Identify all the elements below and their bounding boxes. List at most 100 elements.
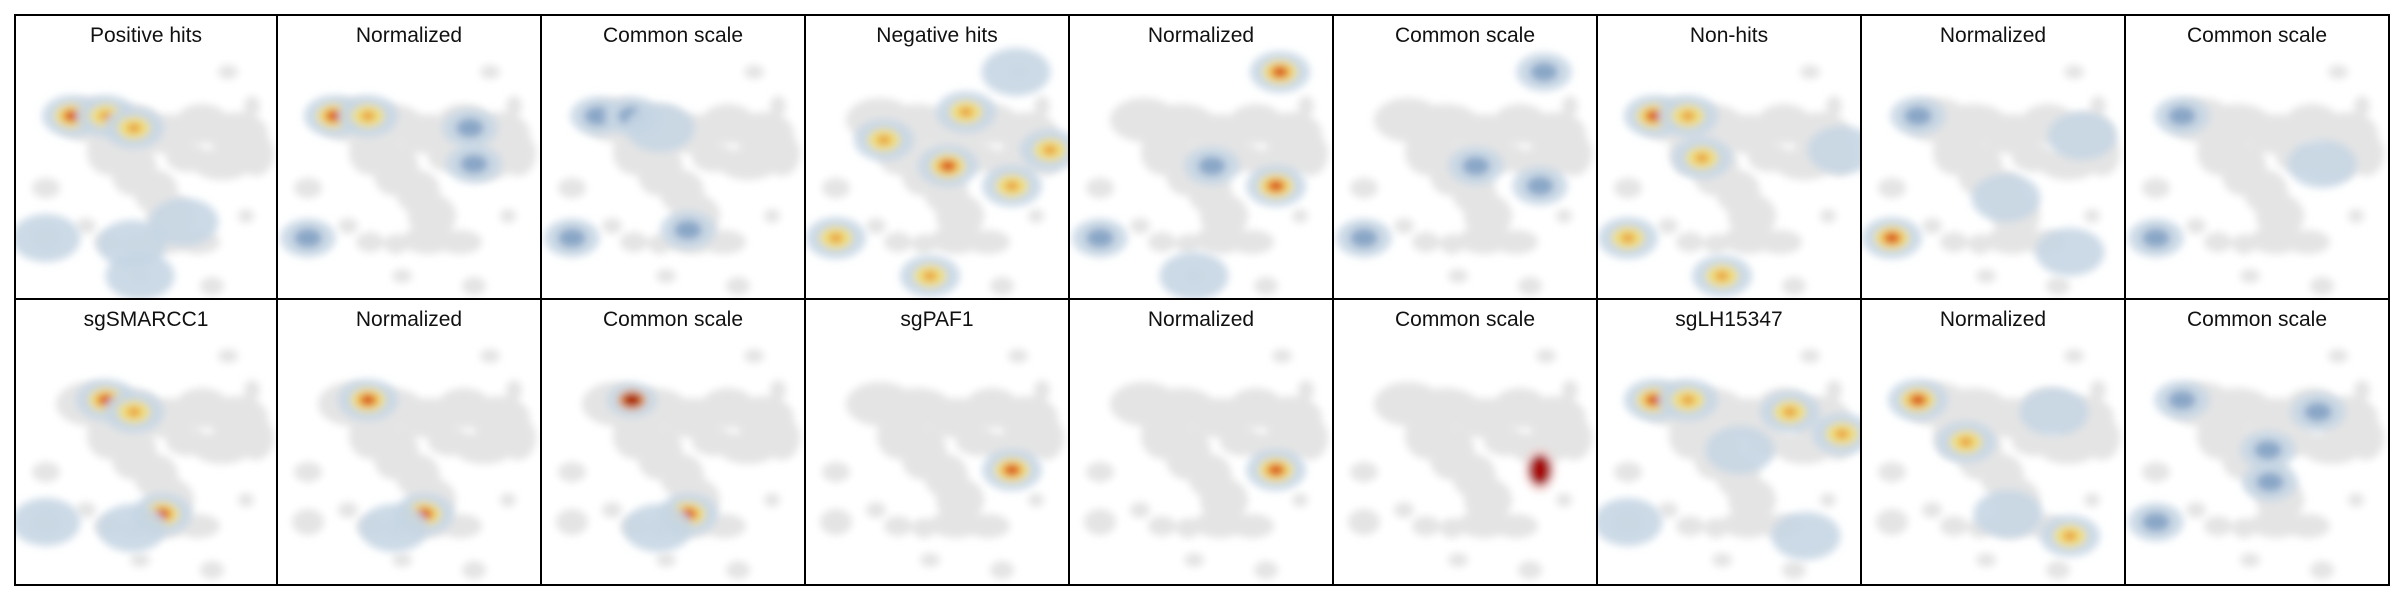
embedding-region: [1350, 462, 1378, 482]
embedding-region: [1820, 209, 1836, 223]
embedding-region: [2142, 462, 2170, 482]
density-hotspot: [1672, 137, 1732, 179]
density-layer: [544, 96, 716, 258]
embedding-panel: Normalized: [1070, 14, 1334, 300]
embedding-region: [1878, 462, 1906, 482]
embedding-region: [2090, 380, 2106, 400]
embedding-panel: Common scale: [542, 14, 806, 300]
embedding-region: [1976, 269, 1996, 283]
embedding-region: [1826, 96, 1842, 116]
density-hotspot: [1448, 146, 1504, 186]
embedding-plot: [2128, 349, 2384, 579]
embedding-region: [1184, 553, 1204, 567]
density-hotspot: [16, 498, 81, 546]
panel-title: Normalized: [355, 24, 463, 47]
embedding-region: [1230, 514, 1274, 538]
density-hotspot: [2290, 392, 2346, 432]
density-hotspot: [1973, 490, 2043, 538]
embedding-region: [1028, 209, 1044, 223]
embedding-region: [1394, 218, 1414, 234]
embedding-region: [1658, 502, 1678, 518]
embedding-region: [506, 380, 522, 400]
embedding-region: [1922, 502, 1942, 518]
embedding-region: [294, 178, 322, 198]
embedding-region: [1084, 509, 1116, 535]
embedding-region: [2046, 561, 2070, 579]
embedding-region: [2348, 493, 2364, 507]
density-hotspot: [97, 504, 167, 552]
embedding-region: [1484, 428, 1528, 456]
embedding-region: [218, 349, 238, 363]
density-hotspot: [981, 48, 1051, 96]
embedding-region: [2046, 277, 2070, 295]
embedding-region: [822, 178, 850, 198]
embedding-plot: [1348, 349, 1592, 579]
embedding-region: [1440, 234, 1464, 254]
embedding-region: [166, 428, 210, 456]
density-layer: [1524, 448, 1556, 492]
embedding-region: [500, 493, 516, 507]
density-hotspot: [544, 218, 600, 258]
panel-title: Negative hits: [876, 24, 998, 47]
embedding-region: [238, 416, 274, 460]
embedding-panel: Normalized: [1862, 14, 2126, 300]
embedding-region: [726, 561, 750, 579]
embedding-region: [500, 132, 536, 176]
embedding-region: [1028, 416, 1064, 460]
embedding-region: [912, 518, 936, 538]
embedding-region: [692, 428, 736, 456]
density-hotspot: [1250, 51, 1310, 93]
density-hotspot: [1336, 218, 1392, 258]
embedding-region: [1800, 65, 1820, 79]
density-hotspot: [2128, 502, 2184, 542]
embedding-region: [912, 234, 936, 254]
embedding-plot: [806, 48, 1068, 297]
embedding-region: [1176, 234, 1200, 254]
embedding-region: [1494, 230, 1538, 254]
embedding-region: [956, 428, 1000, 456]
embedding-region: [238, 493, 254, 507]
density-hotspot: [2240, 430, 2296, 470]
density-hotspot: [1936, 421, 1996, 463]
embedding-plot: [16, 349, 274, 579]
embedding-region: [1562, 380, 1578, 400]
embedding-region: [1940, 232, 1968, 252]
embedding-region: [356, 232, 384, 252]
embedding-region: [1350, 178, 1378, 198]
density-hotspot: [625, 104, 695, 152]
embedding-region: [2328, 65, 2348, 79]
density-hotspot: [2035, 228, 2105, 276]
density-hotspot: [2128, 218, 2184, 258]
density-layer: [280, 95, 502, 258]
embedding-region: [294, 462, 322, 482]
density-hotspot: [2154, 380, 2210, 420]
panel-title: Normalized: [1939, 308, 2047, 331]
embedding-region: [1826, 380, 1842, 400]
density-hotspot: [1598, 217, 1658, 259]
embedding-panel: Common scale: [1334, 14, 1598, 300]
density-layer: [338, 379, 454, 552]
embedding-region: [1676, 232, 1704, 252]
embedding-region: [884, 232, 912, 252]
density-hotspot: [2242, 462, 2298, 502]
embedding-region: [428, 428, 472, 456]
embedding-region: [32, 178, 60, 198]
density-hotspot: [105, 252, 175, 298]
embedding-region: [2204, 232, 2232, 252]
embedding-region: [200, 561, 224, 579]
embedding-region: [1130, 502, 1150, 518]
embedding-region: [1034, 380, 1050, 400]
embedding-region: [1034, 96, 1050, 116]
embedding-region: [990, 277, 1014, 295]
density-hotspot: [1658, 95, 1718, 137]
embedding-region: [1254, 277, 1278, 295]
density-layer: [16, 95, 219, 298]
density-hotspot: [2287, 140, 2357, 188]
embedding-region: [1676, 516, 1704, 536]
embedding-region: [166, 144, 210, 172]
embedding-region: [2232, 234, 2256, 254]
embedding-region: [820, 509, 852, 535]
embedding-plot: [1084, 349, 1328, 579]
embedding-region: [920, 553, 940, 567]
embedding-region: [1782, 561, 1806, 579]
